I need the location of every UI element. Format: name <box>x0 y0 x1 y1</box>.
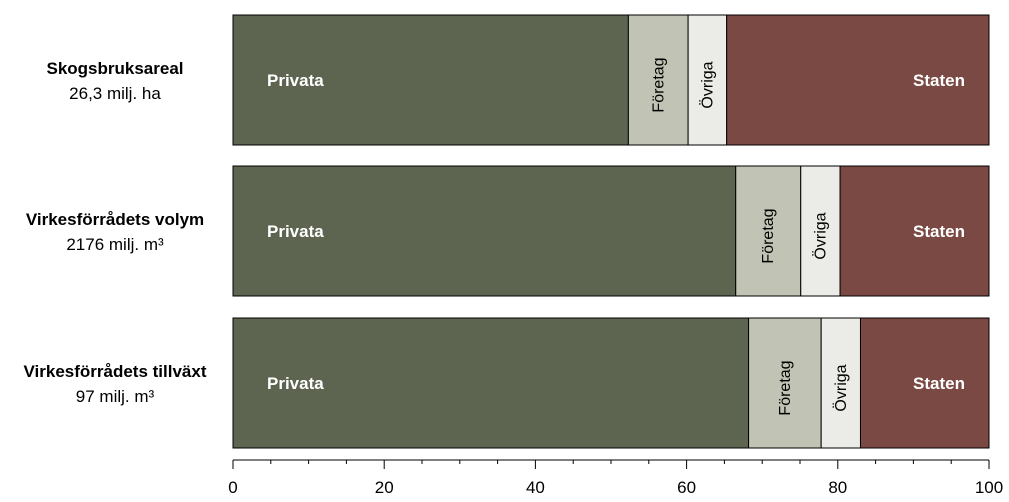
category-title: Skogsbruksareal <box>46 59 183 78</box>
bar-segment-privata <box>232 165 737 297</box>
category-subtitle: 26,3 milj. ha <box>69 84 161 103</box>
category-title: Virkesförrådets volym <box>26 210 204 229</box>
x-tick-label: 40 <box>526 478 545 497</box>
segment-label: Privata <box>267 71 324 90</box>
category-subtitle: 2176 milj. m³ <box>66 235 164 254</box>
segment-label: Privata <box>267 374 324 393</box>
x-tick-label: 0 <box>228 478 237 497</box>
category-labels: Skogsbruksareal 26,3 milj. ha Virkesförråd… <box>24 59 207 406</box>
x-axis: 0 20 40 60 80 100 <box>228 459 1003 497</box>
category-subtitle: 97 milj. m³ <box>76 387 155 406</box>
bar-segment-staten <box>726 14 990 146</box>
bars: Privata Företag Övriga Staten Privata Företag… <box>232 14 990 449</box>
segment-label: Övriga <box>698 61 716 108</box>
bar-segment-staten <box>859 317 990 449</box>
segment-label: Företag <box>777 360 794 415</box>
bar-segment-staten <box>839 165 990 297</box>
segment-label: Staten <box>913 71 965 90</box>
segment-label: Staten <box>913 222 965 241</box>
bar-segment-företag <box>735 165 802 297</box>
segment-label: Företag <box>760 208 777 263</box>
bar-segment-privata <box>232 317 750 449</box>
segment-label: Företag <box>650 57 667 112</box>
segment-label: Övriga <box>811 212 829 259</box>
category-title: Virkesförrådets tillväxt <box>24 362 207 381</box>
x-tick-label: 100 <box>975 478 1003 497</box>
segment-label: Staten <box>913 374 965 393</box>
bar-segment-företag <box>627 14 689 146</box>
x-tick-label: 60 <box>677 478 696 497</box>
bar-segment-övriga <box>800 165 841 297</box>
segment-label: Privata <box>267 222 324 241</box>
bar-segment-företag <box>748 317 822 449</box>
x-tick-label: 20 <box>375 478 394 497</box>
bar-segment-övriga <box>687 14 728 146</box>
bar-segment-privata <box>232 14 629 146</box>
x-tick-label: 80 <box>828 478 847 497</box>
segment-label: Övriga <box>832 364 850 411</box>
